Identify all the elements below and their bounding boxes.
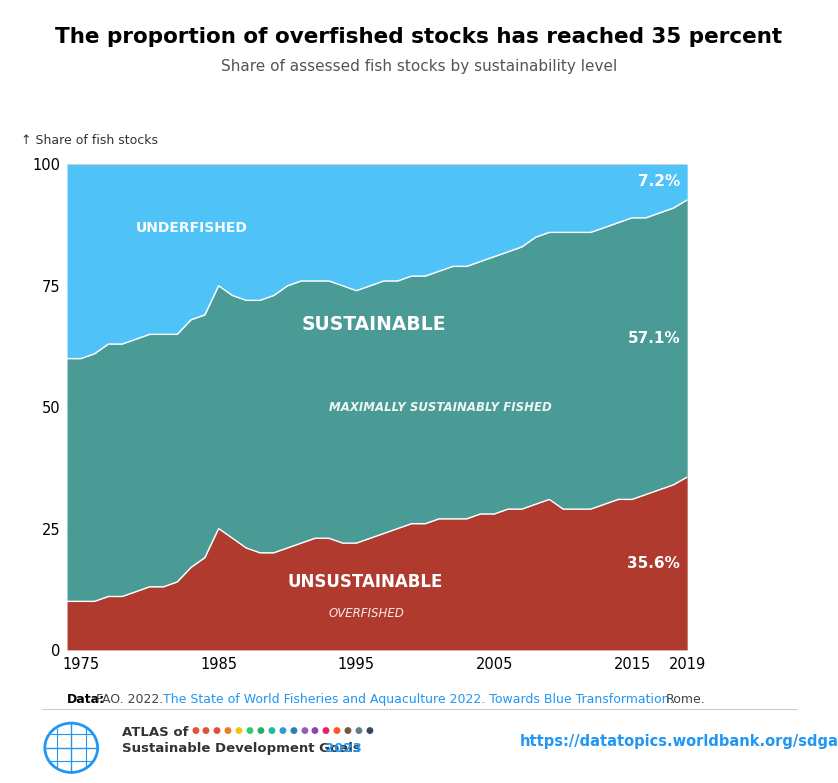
Text: ●: ● [191, 726, 199, 734]
Text: UNDERFISHED: UNDERFISHED [136, 221, 248, 235]
Text: ATLAS of: ATLAS of [122, 726, 188, 739]
Text: The proportion of overfished stocks has reached 35 percent: The proportion of overfished stocks has … [55, 27, 783, 48]
Text: ●: ● [289, 726, 297, 734]
Text: ●: ● [311, 726, 318, 734]
Text: 2023: 2023 [325, 742, 362, 756]
Text: ●: ● [267, 726, 275, 734]
Text: ●: ● [256, 726, 264, 734]
Text: ●: ● [202, 726, 210, 734]
Text: SUSTAINABLE: SUSTAINABLE [302, 315, 446, 334]
Text: 7.2%: 7.2% [638, 174, 680, 189]
Text: Rome.: Rome. [666, 693, 706, 706]
Text: ●: ● [333, 726, 340, 734]
Text: OVERFISHED: OVERFISHED [328, 607, 405, 620]
Text: ●: ● [278, 726, 286, 734]
Text: ●: ● [300, 726, 308, 734]
Text: ●: ● [213, 726, 220, 734]
Text: 57.1%: 57.1% [628, 331, 680, 346]
Text: FAO. 2022.: FAO. 2022. [96, 693, 163, 706]
Text: ●: ● [365, 726, 373, 734]
Text: https://datatopics.worldbank.org/sdgatlas: https://datatopics.worldbank.org/sdgatla… [520, 734, 838, 749]
Text: ●: ● [322, 726, 329, 734]
Text: 35.6%: 35.6% [628, 556, 680, 571]
Text: Sustainable Development Goals: Sustainable Development Goals [122, 742, 365, 756]
Text: Data:: Data: [67, 693, 105, 706]
Text: ●: ● [354, 726, 362, 734]
Text: ●: ● [344, 726, 351, 734]
Text: ↑ Share of fish stocks: ↑ Share of fish stocks [20, 135, 158, 147]
Text: ●: ● [246, 726, 253, 734]
Text: The State of World Fisheries and Aquaculture 2022. Towards Blue Transformation.: The State of World Fisheries and Aquacul… [163, 693, 674, 706]
Text: ●: ● [235, 726, 242, 734]
Text: ●: ● [224, 726, 231, 734]
Text: MAXIMALLY SUSTAINABLY FISHED: MAXIMALLY SUSTAINABLY FISHED [328, 401, 551, 413]
Text: Share of assessed fish stocks by sustainability level: Share of assessed fish stocks by sustain… [221, 59, 617, 74]
Text: UNSUSTAINABLE: UNSUSTAINABLE [287, 573, 443, 591]
